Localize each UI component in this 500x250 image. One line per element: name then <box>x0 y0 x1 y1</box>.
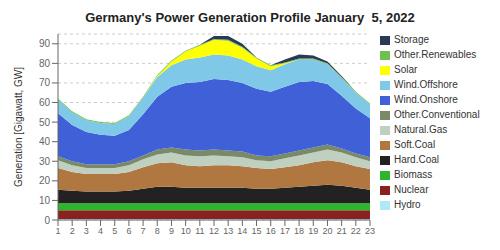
svg-text:7: 7 <box>141 226 146 236</box>
svg-text:17: 17 <box>280 226 290 236</box>
svg-text:19: 19 <box>308 226 318 236</box>
svg-text:10: 10 <box>181 226 191 236</box>
svg-text:40: 40 <box>39 136 51 147</box>
svg-text:20: 20 <box>322 226 332 236</box>
svg-text:60: 60 <box>39 97 51 108</box>
svg-text:21: 21 <box>337 226 347 236</box>
svg-text:Generation [Gigawatt, GW]: Generation [Gigawatt, GW] <box>13 67 24 187</box>
svg-text:12: 12 <box>209 226 219 236</box>
svg-text:20: 20 <box>39 175 51 186</box>
html-text:Storage: Storage <box>394 34 429 45</box>
svg-text:5: 5 <box>112 226 117 236</box>
html-text:Nuclear: Nuclear <box>394 184 429 195</box>
svg-text:9: 9 <box>169 226 174 236</box>
svg-text:11: 11 <box>195 226 204 236</box>
svg-text:13: 13 <box>223 226 233 236</box>
svg-text:22: 22 <box>351 226 361 236</box>
html-text:Hydro: Hydro <box>394 199 421 210</box>
svg-text:30: 30 <box>39 156 51 167</box>
svg-text:1: 1 <box>55 226 60 236</box>
html-text:Biomass: Biomass <box>394 169 433 180</box>
html-text:Germany's Power Generation Pro: Germany's Power Generation Profile Janua… <box>85 10 415 25</box>
svg-text:6: 6 <box>126 226 131 236</box>
html-text:Other.Conventional: Other.Conventional <box>394 109 480 120</box>
html-text:Other.Renewables: Other.Renewables <box>394 49 477 60</box>
html-text:Soft.Coal: Soft.Coal <box>394 139 436 150</box>
svg-text:2: 2 <box>70 226 75 236</box>
svg-text:70: 70 <box>39 77 51 88</box>
svg-text:50: 50 <box>39 117 51 128</box>
html-text:Wind.Onshore: Wind.Onshore <box>394 94 458 105</box>
svg-text:3: 3 <box>84 226 89 236</box>
html-text:Solar: Solar <box>394 64 418 75</box>
svg-text:10: 10 <box>39 195 51 206</box>
svg-text:90: 90 <box>39 38 51 49</box>
svg-text:23: 23 <box>365 226 375 236</box>
svg-text:0: 0 <box>44 215 50 226</box>
svg-text:15: 15 <box>252 226 262 236</box>
html-text:Natural.Gas: Natural.Gas <box>394 124 448 135</box>
svg-text:4: 4 <box>98 226 103 236</box>
html-text:Wind.Offshore: Wind.Offshore <box>394 79 458 90</box>
svg-text:16: 16 <box>266 226 276 236</box>
svg-text:8: 8 <box>155 226 160 236</box>
html-text:Hard.Coal: Hard.Coal <box>394 154 439 165</box>
svg-text:18: 18 <box>294 226 304 236</box>
svg-text:80: 80 <box>39 58 51 69</box>
svg-text:14: 14 <box>237 226 247 236</box>
